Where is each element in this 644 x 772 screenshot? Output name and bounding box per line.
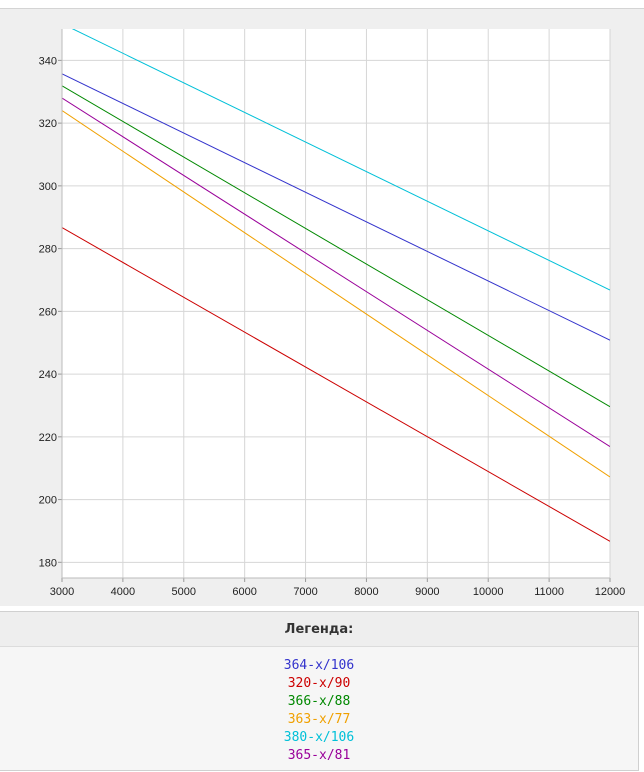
legend-panel: Легенда: 364-x/106 320-x/90 366-x/88 363-x/… [0, 611, 639, 771]
legend-item: 363-x/77 [287, 712, 351, 727]
x-tick-label: 10000 [473, 586, 504, 598]
series-line-5 [62, 97, 610, 447]
y-tick-label: 200 [39, 495, 57, 507]
legend-item: 364-x/106 [283, 658, 355, 673]
x-tick-label: 9000 [415, 586, 439, 598]
legend-item: 380-x/106 [283, 730, 355, 745]
series-line-0 [62, 73, 610, 341]
series-lines [62, 29, 610, 542]
series-line-1 [62, 227, 610, 542]
x-tick-label: 11000 [534, 586, 564, 598]
line-chart: 3000 4000 5000 6000 7000 8000 9000 10000 11000 12… [39, 29, 626, 598]
chart-panel: 3000 4000 5000 6000 7000 8000 9000 10000 11000 12… [0, 8, 644, 606]
y-tick-label: 260 [39, 306, 57, 318]
x-tick-label: 12000 [595, 586, 626, 598]
series-line-3 [62, 110, 610, 478]
y-tick-label: 340 [39, 55, 57, 67]
axes [58, 29, 611, 582]
x-tick-label: 7000 [293, 586, 317, 598]
x-tick-label: 4000 [111, 586, 135, 598]
y-tick-label: 280 [39, 244, 57, 256]
legend-title: Легенда: [0, 612, 638, 647]
legend-item: 320-x/90 [287, 676, 351, 691]
legend-list: 364-x/106 320-x/90 366-x/88 363-x/77 380-x/1… [0, 647, 638, 765]
x-tick-label: 3000 [50, 586, 74, 598]
series-line-4 [71, 29, 610, 291]
x-tick-label: 8000 [354, 586, 378, 598]
x-tick-label: 5000 [172, 586, 196, 598]
legend-item: 365-x/81 [287, 748, 351, 763]
y-tick-label: 220 [39, 432, 57, 444]
y-tick-label: 320 [39, 118, 57, 130]
x-tick-label: 6000 [232, 586, 256, 598]
y-tick-label: 300 [39, 181, 57, 193]
y-tick-label: 240 [39, 369, 57, 381]
tick-labels: 3000 4000 5000 6000 7000 8000 9000 10000 11000 12… [39, 55, 626, 598]
grid [61, 29, 611, 578]
y-tick-label: 180 [39, 557, 57, 569]
plot-area [62, 29, 610, 578]
legend-item: 366-x/88 [287, 694, 351, 709]
series-line-2 [62, 85, 610, 408]
